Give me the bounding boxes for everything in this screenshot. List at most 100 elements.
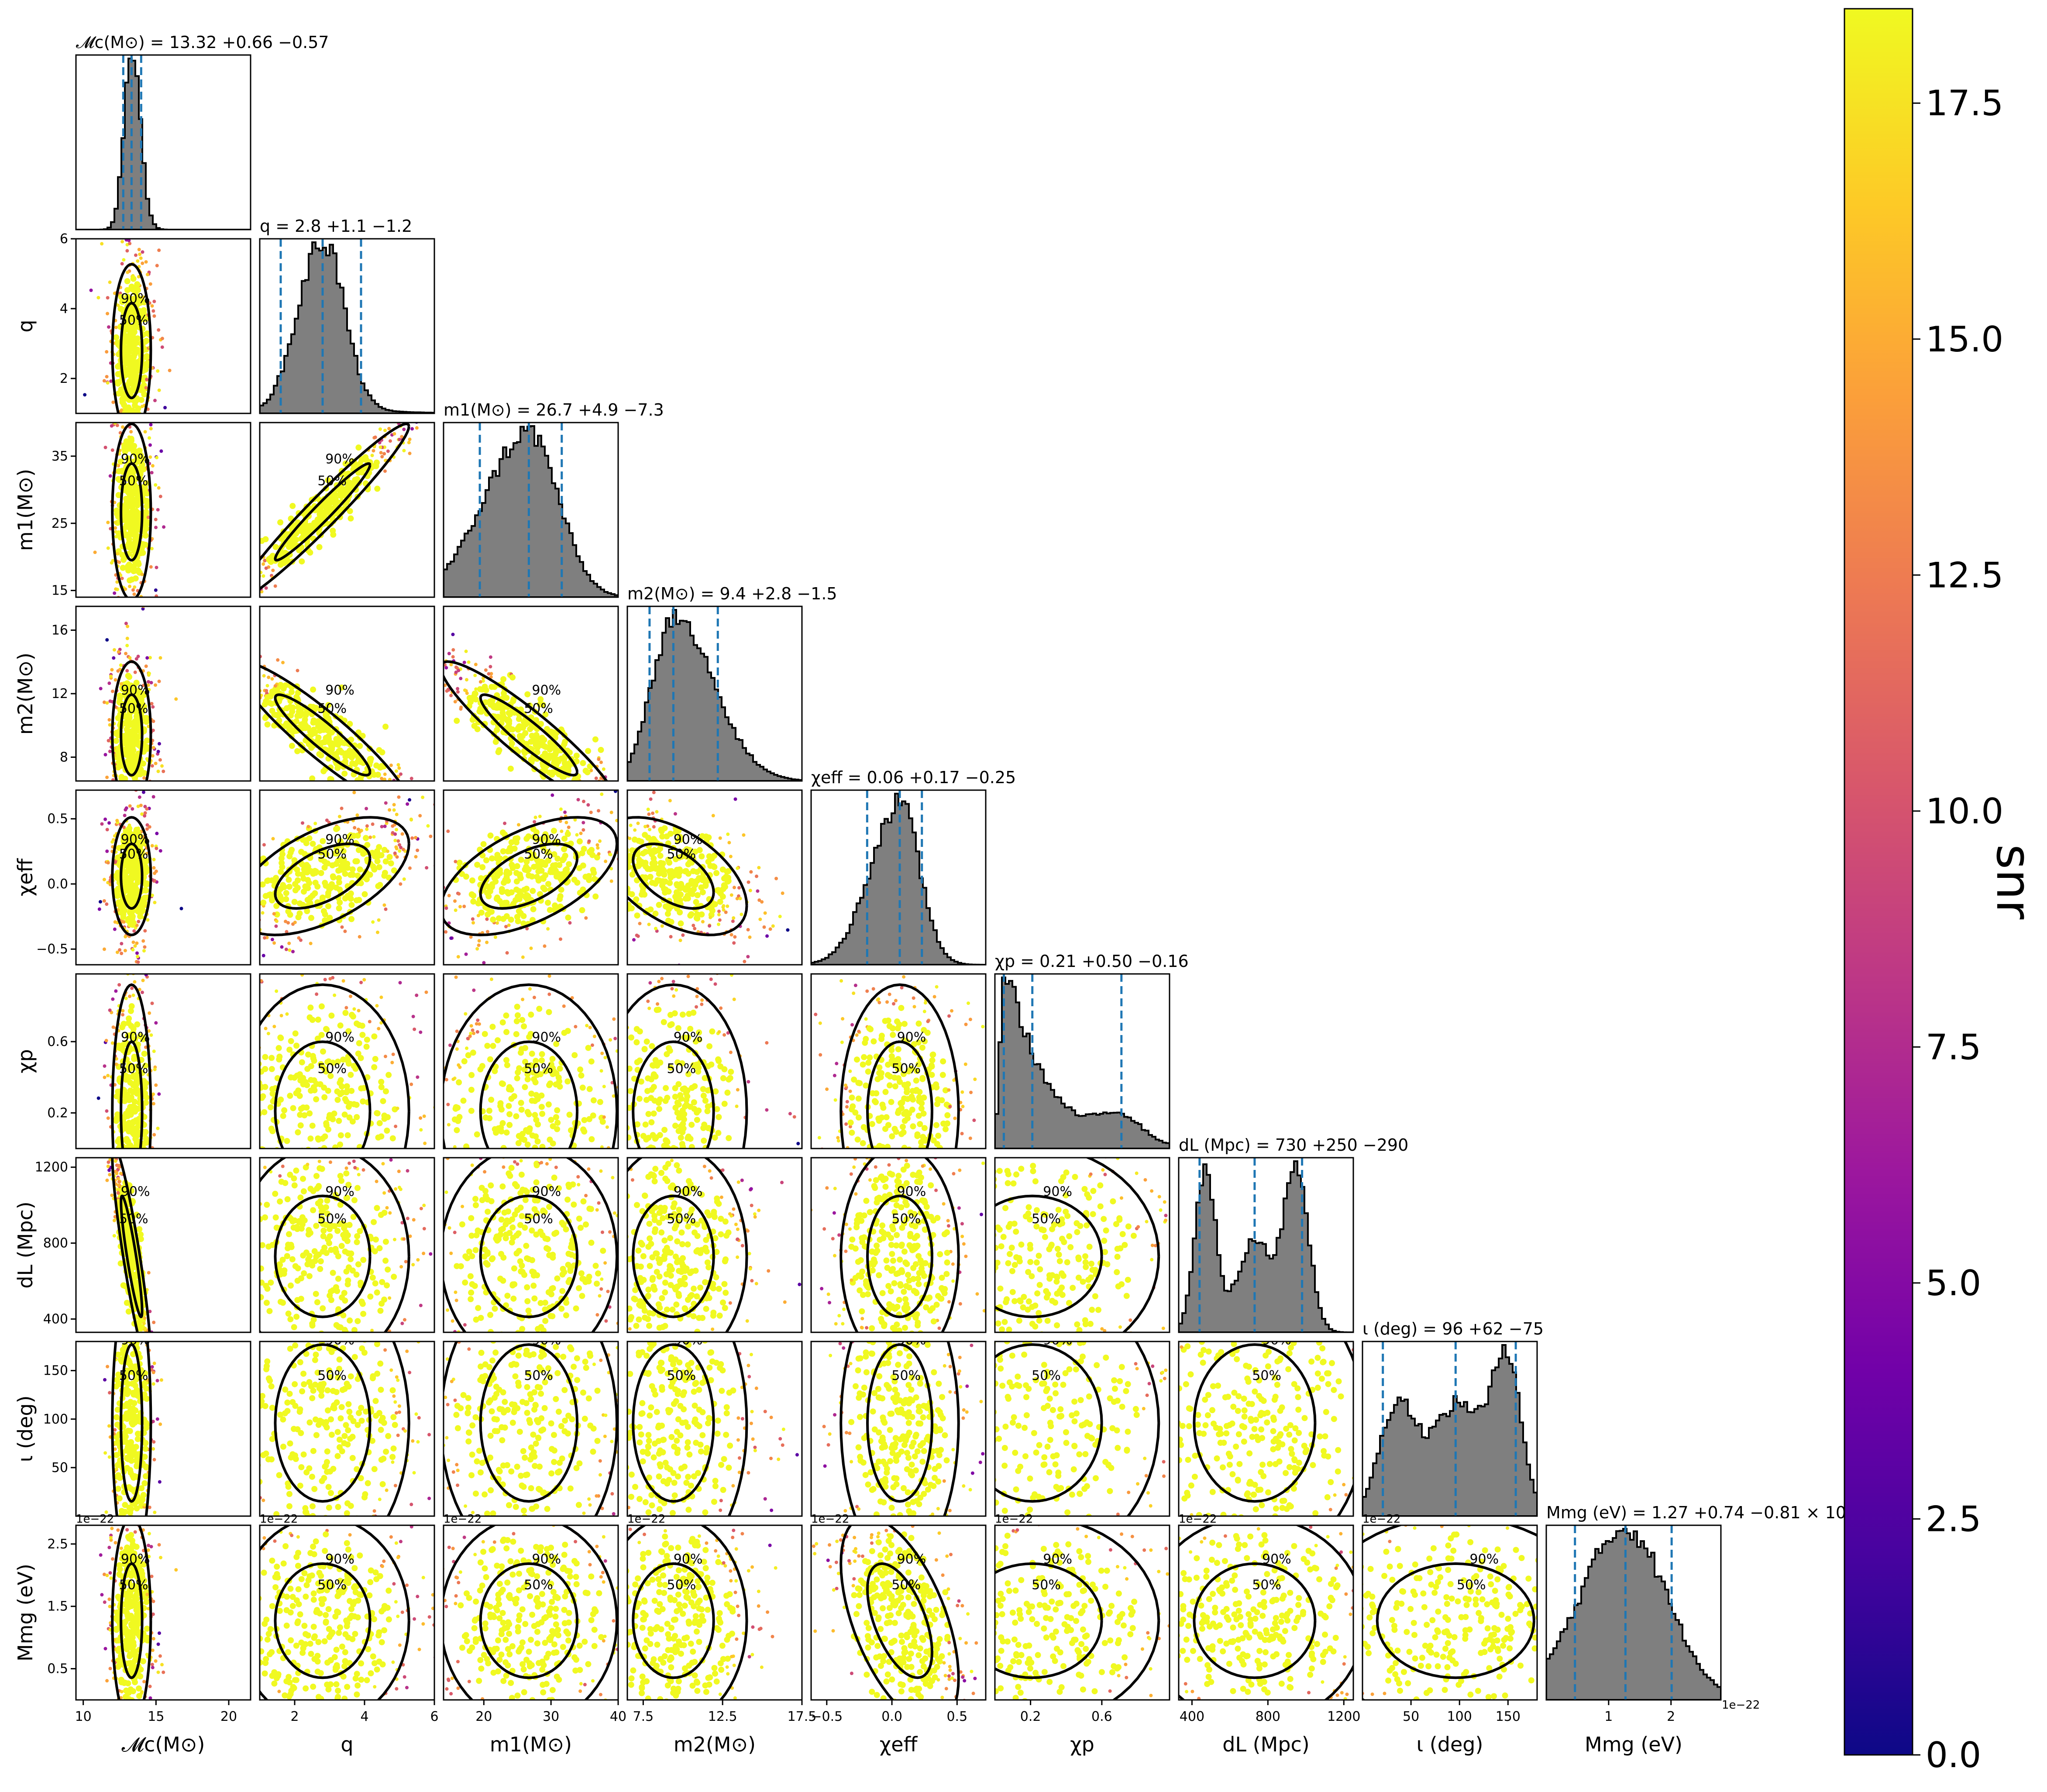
sample-point [315, 992, 318, 996]
sample-point [489, 684, 495, 690]
contour-label-50: 50% [667, 846, 696, 862]
sample-point [311, 520, 317, 526]
sample-point [133, 944, 137, 948]
sample-point [252, 587, 256, 590]
sample-point [140, 573, 144, 576]
sample-point [391, 800, 395, 803]
sample-point [295, 1255, 299, 1259]
sample-point [251, 881, 257, 887]
sample-point [123, 628, 127, 631]
sample-point [385, 961, 388, 964]
sample-point [126, 825, 132, 832]
sample-point [134, 1158, 141, 1164]
sample-point [144, 612, 147, 616]
sample-point [341, 865, 347, 871]
sample-point [353, 826, 356, 829]
contour-label-90: 90% [532, 683, 561, 698]
sample-point [152, 1049, 156, 1053]
sample-point [236, 598, 239, 602]
sample-point [712, 814, 715, 817]
sample-point [155, 1152, 159, 1156]
sample-point [138, 442, 141, 446]
sample-point [114, 678, 117, 681]
sample-point [366, 1204, 370, 1207]
sample-point [348, 916, 354, 922]
y-tick-label: 4 [60, 301, 68, 316]
sample-point [108, 1008, 112, 1012]
sample-point [357, 743, 363, 749]
sample-point [456, 690, 460, 694]
sample-point [161, 337, 164, 340]
sample-point [110, 840, 114, 844]
sample-point [585, 769, 591, 775]
sample-point [145, 1159, 148, 1163]
sample-point [245, 940, 248, 944]
sample-point [222, 679, 226, 682]
sample-point [151, 464, 155, 468]
sample-point [271, 569, 275, 572]
sample-point [144, 960, 148, 963]
sample-point [148, 656, 152, 660]
sample-point [103, 1196, 107, 1200]
sample-point [445, 867, 449, 870]
sample-point [237, 888, 241, 892]
sample-point [377, 882, 383, 888]
sample-point [678, 920, 684, 926]
sample-point [254, 683, 257, 687]
sample-point [703, 833, 709, 839]
sample-point [117, 783, 121, 786]
sample-point [256, 1111, 262, 1117]
sample-point [422, 650, 426, 653]
sample-point [395, 828, 398, 831]
sample-point [338, 1132, 344, 1138]
sample-point [247, 582, 250, 585]
sample-point [596, 846, 599, 850]
sample-point [255, 680, 259, 683]
sample-point [674, 812, 677, 815]
sample-point [152, 795, 155, 798]
sample-point [103, 878, 106, 881]
sample-point [117, 983, 121, 987]
sample-point [374, 486, 380, 492]
sample-point [111, 690, 114, 693]
sample-point [224, 929, 227, 933]
sample-point [649, 880, 655, 886]
sample-point [786, 928, 789, 932]
sample-point [416, 395, 420, 398]
sample-point [402, 848, 405, 851]
sample-point [348, 891, 354, 897]
sample-point [545, 900, 551, 906]
sample-point [451, 819, 454, 823]
sample-point [163, 406, 167, 409]
sample-point [116, 899, 122, 905]
sample-point [565, 831, 571, 837]
sample-point [573, 801, 576, 804]
sample-point [203, 643, 206, 646]
sample-point [456, 687, 459, 691]
sample-point [288, 949, 291, 952]
sample-point [285, 948, 288, 951]
sample-point [153, 1068, 157, 1071]
sample-point [647, 923, 651, 926]
sample-point [183, 654, 187, 658]
sample-point [674, 889, 680, 895]
sample-point [213, 650, 216, 654]
sample-point [154, 1021, 158, 1025]
sample-point [142, 949, 146, 953]
sample-point [652, 805, 656, 809]
sample-point [497, 870, 503, 876]
sample-point [138, 397, 144, 403]
sample-point [542, 872, 548, 878]
sample-point [410, 777, 413, 780]
sample-point [764, 911, 767, 915]
sample-point [654, 877, 661, 883]
sample-point [726, 832, 729, 836]
sample-point [774, 877, 778, 881]
sample-point [383, 469, 387, 473]
sample-point [244, 989, 248, 993]
sample-point [545, 881, 551, 887]
sample-point [505, 716, 511, 722]
panel-frame [76, 974, 251, 1149]
sample-point [157, 328, 160, 332]
sample-point [179, 907, 183, 910]
